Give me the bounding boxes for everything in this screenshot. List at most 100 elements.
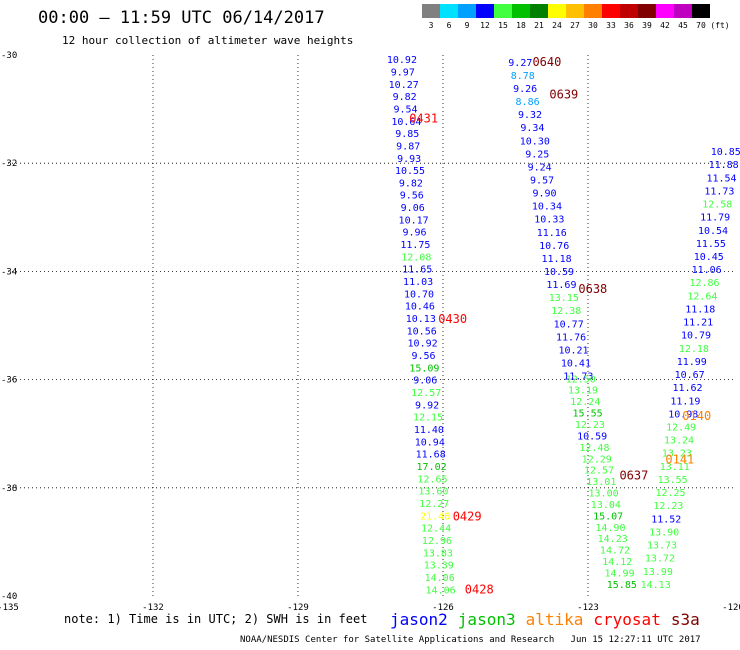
map-title: 00:00 — 11:59 UTC 06/14/2017 xyxy=(38,8,325,28)
swh-value: 12.15 xyxy=(413,413,443,424)
swh-value: 12.29 xyxy=(582,454,612,465)
legend-swatch xyxy=(494,4,512,18)
legend-label: 45 xyxy=(678,21,688,30)
legend-label: 24 xyxy=(552,21,562,30)
swh-value: 12.86 xyxy=(689,278,719,289)
swh-value: 11.40 xyxy=(414,425,444,436)
swh-value: 13.72 xyxy=(645,554,675,565)
swh-value: 11.18 xyxy=(685,304,715,315)
swh-value: 12.25 xyxy=(655,488,685,499)
swh-value: 10.92 xyxy=(387,55,417,66)
swh-value: 10.55 xyxy=(395,166,425,177)
swh-value: 10.85 xyxy=(711,147,740,158)
legend-label: 9 xyxy=(464,21,470,30)
satellite-label: altika xyxy=(525,610,584,629)
swh-value: 14.99 xyxy=(604,568,634,579)
legend-label: 12 xyxy=(480,21,490,30)
swh-value: 15.09 xyxy=(409,363,439,374)
swh-value: 14.06 xyxy=(426,585,456,596)
swh-value: 9.54 xyxy=(393,104,417,115)
swh-value: 12.57 xyxy=(584,466,614,477)
pass-time-label: 0637 xyxy=(619,469,648,483)
swh-value: 12.27 xyxy=(419,499,449,510)
swh-value: 10.33 xyxy=(534,215,564,226)
swh-value: 11.52 xyxy=(651,514,681,525)
satellite-label: jason2 xyxy=(390,610,448,629)
swh-value: 13.90 xyxy=(649,527,679,538)
swh-value: 15.07 xyxy=(593,511,623,522)
swh-value: 14.06 xyxy=(425,573,455,584)
swh-value: 21.46 xyxy=(420,511,450,522)
swh-value: 12.08 xyxy=(401,252,431,263)
swh-value: 11.99 xyxy=(677,357,707,368)
swh-value: 13.60 xyxy=(418,487,448,498)
swh-value: 12.49 xyxy=(666,423,696,434)
swh-value: 12.96 xyxy=(422,536,452,547)
legend-swatch xyxy=(656,4,674,18)
swh-value: 11.76 xyxy=(556,332,586,343)
lon-tick-label: -135 xyxy=(0,603,19,613)
swh-value: 10.30 xyxy=(520,136,550,147)
legend-label: 33 xyxy=(606,21,616,30)
lon-tick-label: -132 xyxy=(142,603,164,613)
swh-value: 11.69 xyxy=(546,280,576,291)
pass-time-label: 0431 xyxy=(409,112,438,126)
lon-tick-label: -129 xyxy=(287,603,309,613)
swh-value: 11.65 xyxy=(402,265,432,276)
swh-value: 10.27 xyxy=(389,80,419,91)
legend-label: 3 xyxy=(428,21,434,30)
swh-value: 12.24 xyxy=(570,397,600,408)
swh-value: 9.82 xyxy=(399,178,423,189)
swh-value: 12.44 xyxy=(421,524,451,535)
pass-time-label: 0639 xyxy=(549,87,578,101)
swh-value: 10.59 xyxy=(544,267,574,278)
lat-tick-label: -30 xyxy=(1,51,17,61)
swh-value: 8.78 xyxy=(511,71,535,82)
swh-value: 13.04 xyxy=(591,500,621,511)
satellite-label: cryosat xyxy=(593,610,661,629)
swh-value: 14.90 xyxy=(595,523,625,534)
swh-value: 12.38 xyxy=(551,306,581,317)
swh-value: 13.55 xyxy=(658,475,688,486)
swh-value: 8.86 xyxy=(516,97,540,108)
swh-value: 13.73 xyxy=(647,541,677,552)
legend-label: 30 xyxy=(588,21,598,30)
swh-value: 10.76 xyxy=(539,241,569,252)
swh-value: 9.56 xyxy=(411,351,435,362)
swh-value: 12.23 xyxy=(653,501,683,512)
lon-tick-label: -120 xyxy=(722,603,740,613)
swh-value: 11.03 xyxy=(403,277,433,288)
lat-tick-label: -38 xyxy=(1,484,17,494)
pass-time-label: 0638 xyxy=(578,282,607,296)
swh-value: 9.32 xyxy=(518,110,542,121)
swh-value: 13.19 xyxy=(568,386,598,397)
swh-value: 13.39 xyxy=(424,561,454,572)
legend-swatch xyxy=(458,4,476,18)
swh-value: 10.92 xyxy=(408,339,438,350)
swh-value: 10.45 xyxy=(694,252,724,263)
swh-value: 9.82 xyxy=(393,92,417,103)
swh-value: 11.62 xyxy=(672,383,702,394)
swh-value: 13.01 xyxy=(586,477,616,488)
legend-label: 42 xyxy=(660,21,670,30)
lat-tick-label: -36 xyxy=(1,376,17,386)
swh-value: 10.67 xyxy=(675,370,705,381)
pass-time-label: 0141 xyxy=(665,452,694,466)
swh-value: 12.50 xyxy=(566,374,596,385)
swh-value: 12.64 xyxy=(687,291,717,302)
satellite-key: jason2 jason3 altika cryosat s3a xyxy=(390,610,700,629)
note-text: note: 1) Time is in UTC; 2) SWH is in fe… xyxy=(64,612,368,626)
footer-credit: NOAA/NESDIS Center for Satellite Applica… xyxy=(240,635,701,645)
swh-value: 9.97 xyxy=(391,67,415,78)
swh-value: 13.83 xyxy=(423,548,453,559)
swh-value: 10.79 xyxy=(681,331,711,342)
pass-time-label: 0430 xyxy=(438,312,467,326)
swh-value: 11.16 xyxy=(537,228,567,239)
swh-value: 14.72 xyxy=(600,546,630,557)
legend-unit: (ft) xyxy=(710,21,730,30)
legend-swatch xyxy=(512,4,530,18)
pass-time-label: 0640 xyxy=(532,55,561,69)
swh-value: 11.19 xyxy=(670,396,700,407)
swh-value: 11.18 xyxy=(542,254,572,265)
